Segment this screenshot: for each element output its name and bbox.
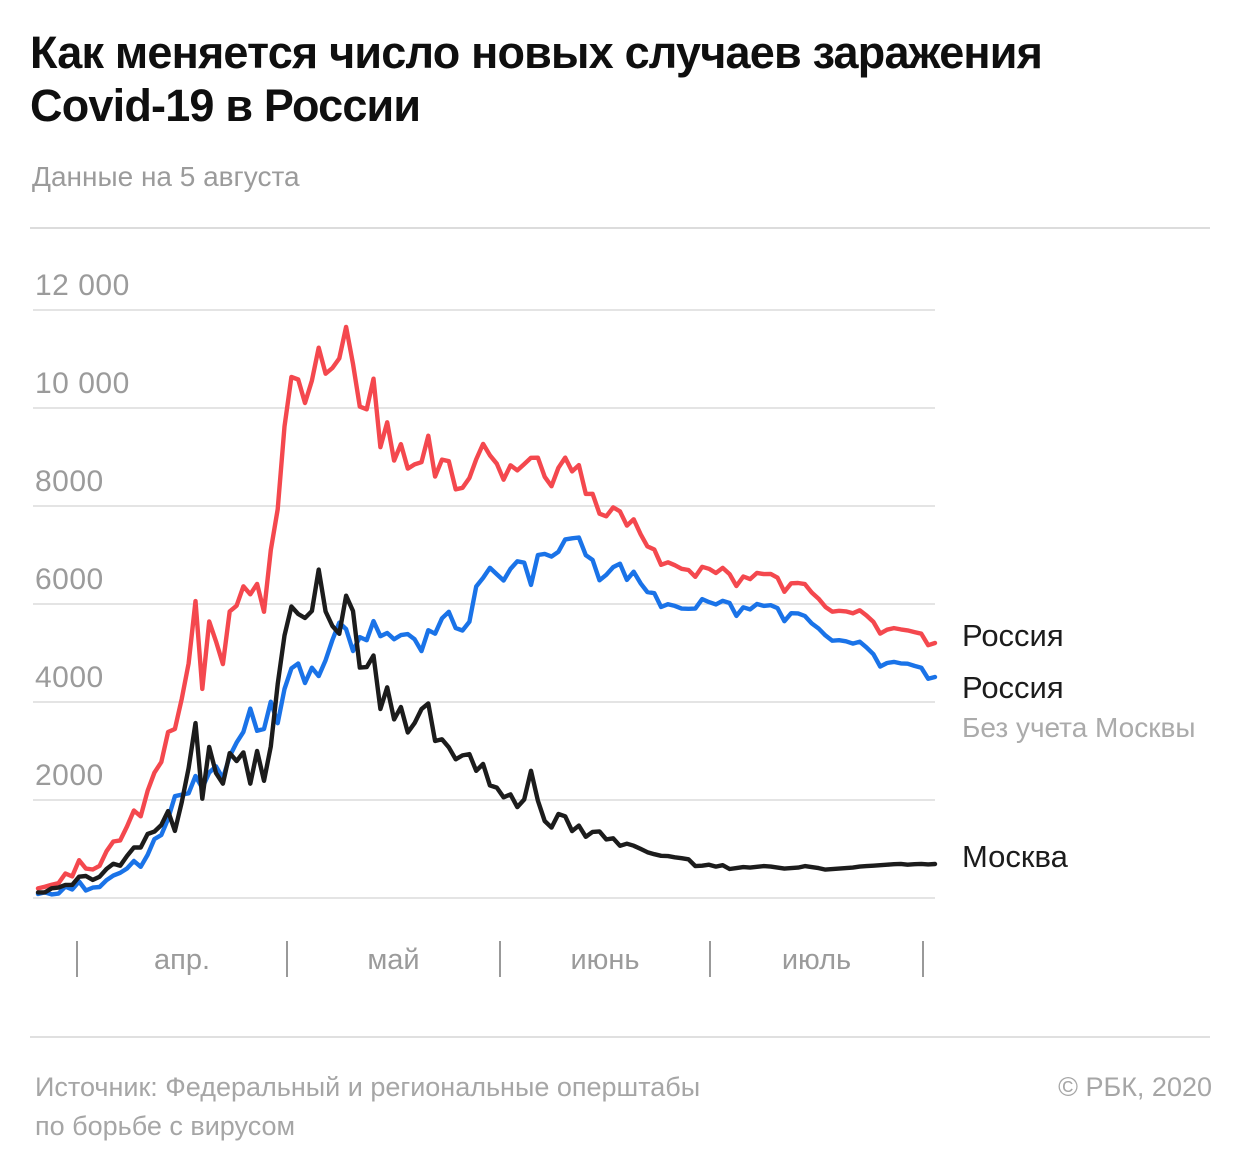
series-line-russia xyxy=(35,324,938,891)
page-title: Как меняется число новых случаев заражен… xyxy=(30,26,1210,132)
legend-russia-ex-moscow: Россия Без учета Москвы xyxy=(962,669,1196,745)
source-note: Источник: Федеральный и региональные опе… xyxy=(35,1068,700,1146)
x-axis-label: апр. xyxy=(153,944,211,976)
subtitle: Данные на 5 августа xyxy=(32,161,300,192)
y-axis-label: 8000 xyxy=(35,465,104,498)
page-title-line1: Как меняется число новых случаев заражен… xyxy=(30,27,1043,78)
y-axis-label: 4000 xyxy=(35,661,104,694)
copyright: © РБК, 2020 xyxy=(1058,1072,1212,1102)
legend-moscow: Москва xyxy=(962,839,1068,874)
legend-russia-ex-moscow-subtitle: Без учета Москвы xyxy=(962,712,1196,743)
x-axis-label: июль xyxy=(781,944,852,976)
page-title-line2: Covid-19 в России xyxy=(30,80,421,131)
y-axis-label: 2000 xyxy=(35,759,104,792)
y-axis-label: 10 000 xyxy=(35,367,130,400)
y-axis-label: 6000 xyxy=(35,563,104,596)
line-chart xyxy=(33,309,938,977)
series-line-russia_ex_moscow xyxy=(35,535,938,897)
source-note-line2: по борьбе с вирусом xyxy=(35,1111,296,1141)
series-line-moscow xyxy=(35,567,938,895)
header-divider xyxy=(30,227,1210,229)
footer-divider xyxy=(30,1036,1210,1038)
legend-russia: Россия xyxy=(962,618,1064,653)
x-axis-label: май xyxy=(367,944,420,976)
legend-russia-ex-moscow-title: Россия xyxy=(962,670,1064,705)
source-note-line1: Источник: Федеральный и региональные опе… xyxy=(35,1072,701,1102)
y-axis-label: 12 000 xyxy=(35,269,130,302)
chart-area: Россия Россия Без учета Москвы Москва 12… xyxy=(33,269,1196,977)
x-axis-label: июнь xyxy=(570,944,640,976)
